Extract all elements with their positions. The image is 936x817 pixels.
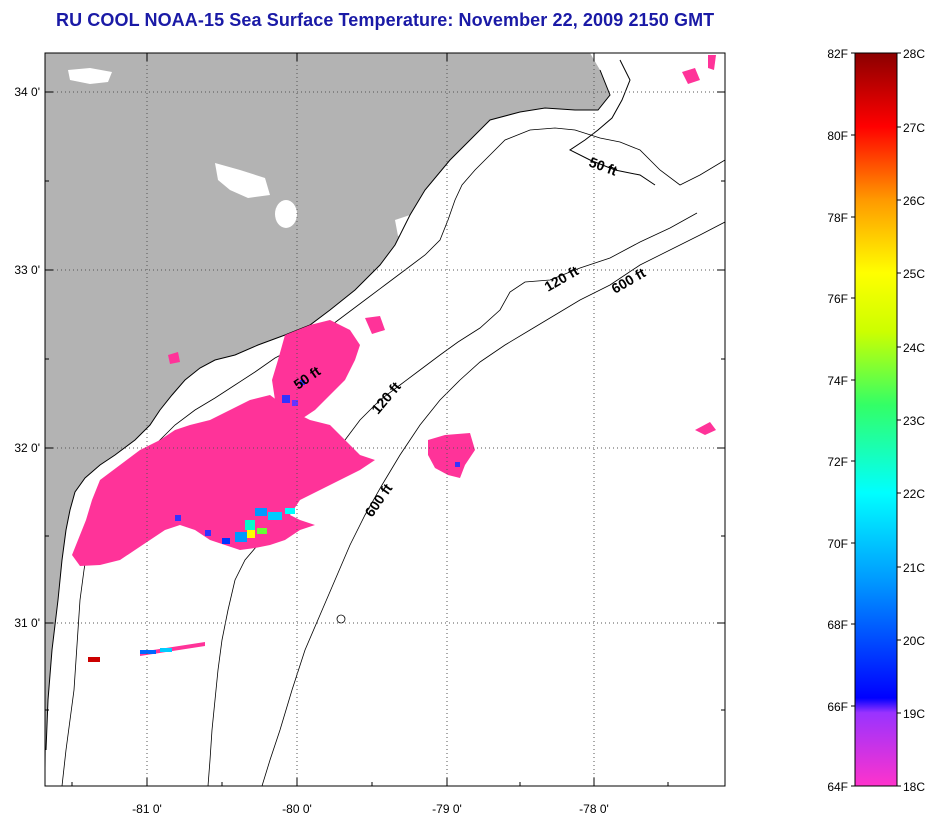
colorbar-f-80: 80F	[827, 129, 848, 143]
colorbar-f-72: 72F	[827, 455, 848, 469]
sst-warm-speckles	[88, 380, 460, 662]
lon-label-81: -81 0'	[132, 802, 162, 816]
colorbar-f-76: 76F	[827, 292, 848, 306]
colorbar-c-27: 27C	[903, 121, 925, 135]
colorbar-c-19: 19C	[903, 707, 925, 721]
colorbar	[854, 52, 898, 787]
lat-label-34: 34 0'	[14, 85, 40, 99]
colorbar-c-24: 24C	[903, 341, 925, 355]
colorbar-f-70: 70F	[827, 537, 848, 551]
colorbar-c-28: 28C	[903, 47, 925, 61]
map-title: RU COOL NOAA-15 Sea Surface Temperature:…	[56, 10, 715, 30]
colorbar-f-66: 66F	[827, 700, 848, 714]
colorbar-c-20: 20C	[903, 634, 925, 648]
colorbar-c-25: 25C	[903, 267, 925, 281]
axis-ticks	[45, 53, 725, 786]
coast-island	[569, 59, 656, 186]
colorbar-c-18: 18C	[903, 780, 925, 794]
colorbar-c-23: 23C	[903, 414, 925, 428]
lat-label-33: 33 0'	[14, 263, 40, 277]
colorbar-c-22: 22C	[903, 487, 925, 501]
contour-120ft	[207, 212, 698, 786]
colorbar-f-78: 78F	[827, 211, 848, 225]
sst-patches	[72, 55, 716, 656]
coastline	[45, 69, 611, 751]
colorbar-f-74: 74F	[827, 374, 848, 388]
grid-lines	[45, 53, 725, 786]
colorbar-ticks	[851, 52, 901, 787]
lon-label-80: -80 0'	[282, 802, 312, 816]
lat-label-31: 31 0'	[14, 616, 40, 630]
lon-label-78: -78 0'	[579, 802, 609, 816]
lon-label-79: -79 0'	[432, 802, 462, 816]
colorbar-f-64: 64F	[827, 780, 848, 794]
land-mass	[45, 53, 610, 786]
colorbar-c-21: 21C	[903, 561, 925, 575]
colorbar-c-26: 26C	[903, 194, 925, 208]
colorbar-f-68: 68F	[827, 618, 848, 632]
lake	[68, 68, 112, 84]
colorbar-f-82: 82F	[827, 47, 848, 61]
lake	[215, 163, 270, 198]
contour-600ft	[261, 221, 725, 786]
lat-label-32: 32 0'	[14, 441, 40, 455]
lake	[275, 200, 297, 228]
